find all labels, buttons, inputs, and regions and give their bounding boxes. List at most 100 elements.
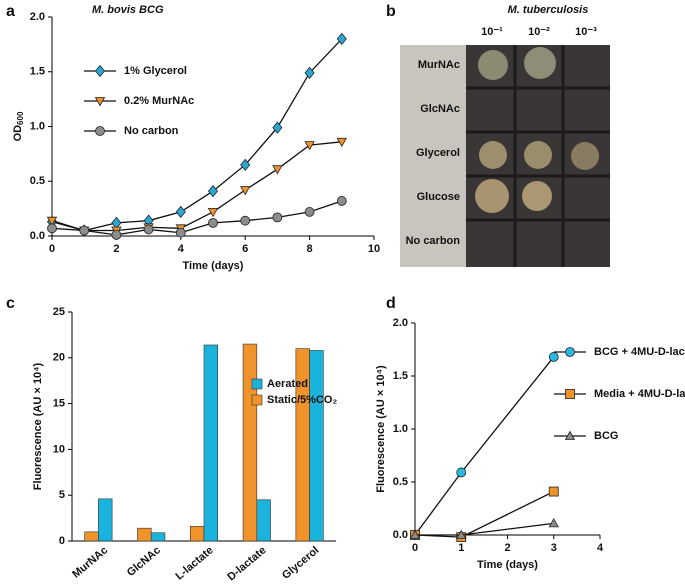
panel-letter: d [386, 295, 396, 312]
x-tick-label: 10 [368, 243, 380, 255]
x-tick-label: 0 [49, 243, 55, 255]
marker [94, 97, 106, 107]
y-tick-label: 2.0 [393, 317, 408, 329]
bar [309, 350, 324, 542]
y-tick-label: 10 [53, 443, 65, 455]
marker [565, 347, 575, 357]
marker [79, 225, 90, 236]
y-axis-label: Fluorescence (AU × 10⁴) [375, 365, 387, 493]
y-tick-label: 0.5 [393, 476, 408, 488]
y-tick-label: 20 [53, 352, 65, 364]
y-tick-label: 1.0 [30, 120, 45, 132]
panel-letter: a [6, 3, 15, 20]
y-axis-label-text: Fluorescence (AU × 10⁴) [375, 365, 387, 493]
plate-title: M. tuberculosis [508, 4, 589, 16]
x-tick-label: D-lactate [225, 544, 268, 583]
legend-label: BCG + 4MU-D-lac [594, 346, 685, 358]
y-axis-label-subscript: 600 [16, 111, 25, 125]
bar [150, 532, 166, 542]
marker [47, 223, 57, 234]
series-line [414, 490, 555, 538]
marker [336, 196, 347, 206]
marker [456, 467, 467, 478]
x-tick-label: 2 [113, 243, 119, 255]
legend-label: Aerated [267, 378, 308, 390]
marker [409, 529, 421, 539]
panel-letter: b [386, 3, 396, 20]
marker [304, 66, 315, 79]
legend-label: 1% Glycerol [124, 65, 187, 77]
marker [336, 32, 347, 46]
legend-swatch [251, 378, 263, 390]
y-tick-label: 1.5 [30, 66, 45, 78]
marker [272, 165, 283, 175]
y-tick-label: 0 [59, 535, 65, 547]
y-axis-label: Fluorescence (AU × 10⁴) [32, 362, 44, 490]
panel-letter: c [6, 295, 15, 312]
x-tick-label: 3 [551, 542, 557, 554]
marker [548, 518, 559, 528]
chart-title: M. bovis BCG [92, 4, 164, 16]
marker [548, 486, 559, 497]
bar [189, 526, 205, 542]
y-axis-label-text: OD [12, 125, 24, 142]
x-tick-label: GlcNAc [125, 544, 163, 579]
plate-photo [400, 45, 610, 267]
marker [240, 215, 251, 226]
bar [137, 527, 152, 542]
y-tick-label: 0.0 [393, 529, 408, 541]
marker [111, 230, 122, 240]
x-tick-label: Glycerol [280, 544, 321, 581]
marker [175, 205, 186, 219]
y-tick-label: 5 [59, 489, 65, 501]
x-tick-label: 0 [412, 542, 418, 554]
column-label: 10⁻³ [575, 26, 597, 38]
marker [272, 212, 283, 223]
y-tick-label: 0.5 [30, 175, 45, 187]
legend-label: No carbon [124, 125, 179, 137]
y-axis-label: OD600 [12, 111, 25, 141]
series-line [51, 38, 343, 232]
legend-label: Static/5%CO₂ [267, 394, 337, 406]
legend-label: Media + 4MU-D-lac [594, 388, 685, 400]
y-axis-label-text: Fluorescence (AU × 10⁴) [32, 362, 44, 490]
row-label: GlcNAc [420, 103, 460, 115]
row-label: MurNAc [418, 59, 460, 71]
marker [207, 208, 219, 218]
marker [456, 529, 467, 539]
marker [175, 227, 186, 238]
marker [272, 121, 283, 134]
marker [304, 207, 315, 217]
marker [564, 430, 576, 440]
marker [565, 389, 575, 399]
series-line [51, 200, 343, 236]
x-tick-label: 4 [178, 243, 185, 255]
marker [46, 216, 58, 226]
bar [256, 499, 271, 542]
x-axis-label: Time (days) [183, 260, 244, 272]
marker [336, 137, 347, 148]
marker [207, 184, 219, 198]
x-tick-label: 6 [242, 243, 248, 255]
series-line [414, 356, 555, 536]
marker [304, 141, 315, 151]
y-tick-label: 0.0 [30, 230, 45, 242]
x-axis-label: Time (days) [477, 559, 538, 571]
marker [95, 126, 105, 136]
y-tick-label: 2.0 [30, 11, 45, 23]
legend-label: 0.2% MurNAc [124, 95, 194, 107]
y-tick-label: 15 [53, 398, 65, 410]
series-line [51, 141, 342, 232]
marker [94, 64, 106, 78]
legend-label: BCG [594, 430, 618, 442]
marker [548, 352, 559, 362]
x-tick-label: 8 [307, 243, 313, 255]
y-tick-label: 1.0 [393, 423, 408, 435]
y-tick-label: 1.5 [393, 370, 408, 382]
row-label: Glycerol [416, 147, 460, 159]
marker [240, 158, 251, 171]
row-label: No carbon [406, 235, 461, 247]
column-label: 10⁻¹ [481, 26, 503, 38]
row-label: Glucose [417, 191, 460, 203]
